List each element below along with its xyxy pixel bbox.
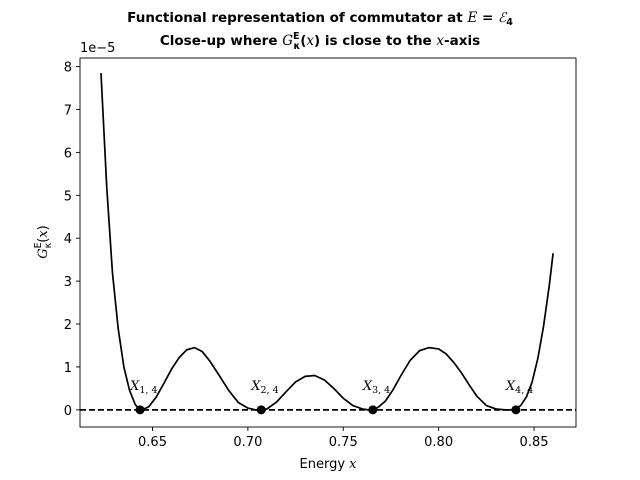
y-tick-label: 6 (64, 146, 72, 161)
x-tick-label: 0.80 (424, 435, 453, 450)
chart-title-line2: Close-up where GE κ(x) is close to the x-… (160, 31, 480, 52)
x-tick-label: 0.85 (520, 435, 549, 450)
y-tick-label: 5 (64, 189, 72, 204)
x-tick-label: 0.70 (233, 435, 262, 450)
y-tick-label: 0 (64, 404, 72, 419)
x-tick-label: 0.75 (329, 435, 358, 450)
zero-points: X1, 4 X2, 4 X3, 4 X4, 4 (129, 379, 533, 415)
series-group (80, 72, 576, 411)
zero-point-marker (511, 405, 521, 415)
zero-point-marker (368, 405, 378, 415)
zero-point-label: X1, 4 (129, 379, 157, 396)
y-axis-label: GEκ(x) (33, 225, 54, 259)
zero-point-marker (135, 405, 145, 415)
chart-title-line1: Functional representation of commutator … (127, 10, 513, 28)
zero-point-label: X2, 4 (250, 379, 278, 396)
plot-area (79, 57, 577, 428)
y-tick-label: 2 (64, 318, 72, 333)
y-tick-label: 3 (64, 275, 72, 290)
y-tick-label: 7 (64, 103, 72, 118)
x-tick-label: 0.65 (138, 435, 167, 450)
y-tick-label: 4 (64, 232, 72, 247)
y-offset-text: 1e−5 (80, 41, 115, 56)
svg-text:GEκ(x): GEκ(x) (33, 225, 54, 259)
x-axis-label: Energy x (300, 457, 358, 472)
y-tick-label: 8 (64, 61, 72, 76)
function-curve (100, 72, 554, 411)
zero-point-label: X4, 4 (505, 379, 533, 396)
y-tick-label: 1 (64, 361, 72, 376)
zero-point-marker (256, 405, 266, 415)
axis-ticks: 0.65 0.70 0.75 0.80 0.85 0 1 2 3 4 5 6 7 8 (64, 61, 549, 450)
zero-point-label: X3, 4 (362, 379, 390, 396)
